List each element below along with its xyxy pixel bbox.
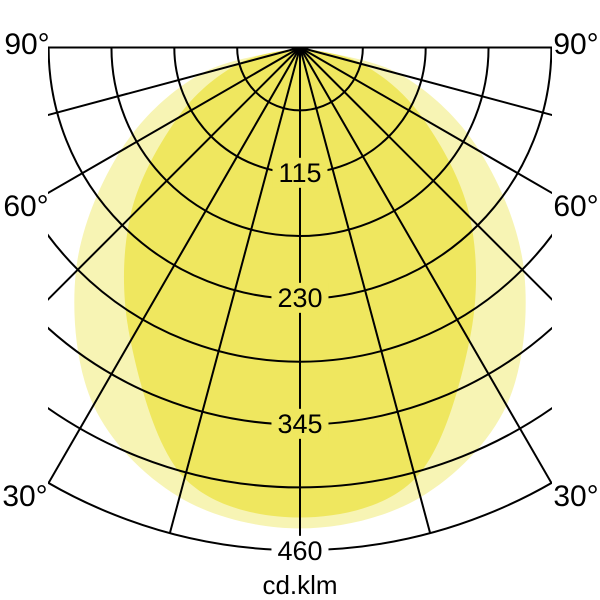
grid-radial-line bbox=[168, 47, 301, 534]
grid-radial-line bbox=[299, 46, 552, 117]
angle-label-90-left: 90° bbox=[4, 28, 50, 61]
angle-label-60-right: 60° bbox=[553, 190, 599, 223]
grid-radial-line bbox=[48, 46, 301, 484]
radial-tick-label-115: 115 bbox=[272, 157, 328, 189]
radial-tick-label-460: 460 bbox=[271, 535, 329, 567]
grid-radial-line bbox=[48, 46, 301, 117]
grid-radial-line bbox=[48, 46, 301, 195]
radial-tick-label-230: 230 bbox=[271, 282, 329, 314]
grid-radial-line bbox=[299, 46, 552, 484]
grid-radials bbox=[48, 46, 552, 551]
grid-radial-line bbox=[299, 47, 432, 534]
angle-label-30-left: 30° bbox=[2, 480, 48, 513]
unit-label: cd.klm bbox=[262, 570, 338, 600]
grid-radial-line bbox=[48, 46, 301, 301]
grid-radial-line bbox=[299, 46, 552, 301]
angle-label-30-right: 30° bbox=[553, 480, 599, 513]
radial-tick-label-345: 345 bbox=[271, 408, 329, 440]
angle-label-90-right: 90° bbox=[553, 28, 599, 61]
grid-radial-line bbox=[299, 46, 552, 195]
angle-label-60-left: 60° bbox=[3, 190, 49, 223]
